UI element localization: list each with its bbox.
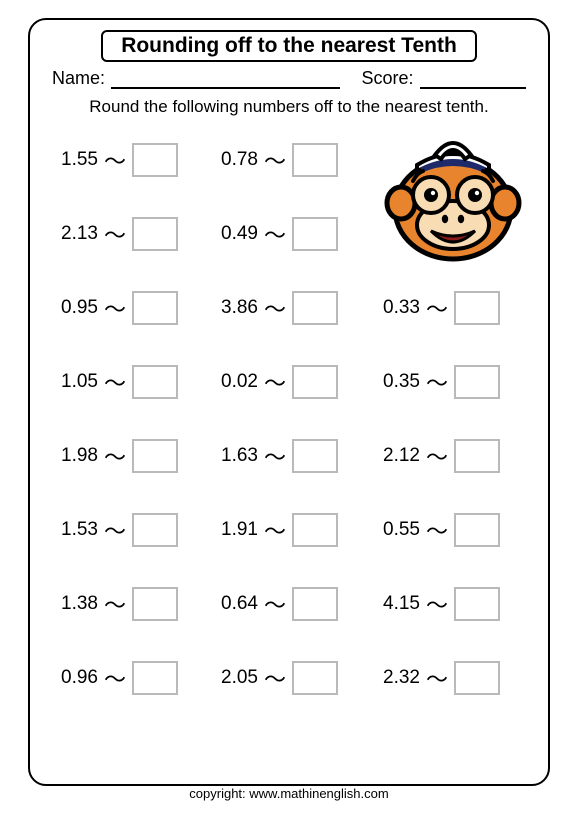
answer-box[interactable] xyxy=(132,217,178,251)
answer-box[interactable] xyxy=(292,513,338,547)
name-score-row: Name: Score: xyxy=(52,68,526,89)
copyright-text: copyright: www.mathinenglish.com xyxy=(28,786,550,801)
problem-number: 1.55 xyxy=(56,149,98,171)
problem: 0.96〜 xyxy=(56,661,178,695)
answer-box[interactable] xyxy=(454,439,500,473)
answer-box[interactable] xyxy=(292,291,338,325)
problem-number: 0.49 xyxy=(216,223,258,245)
problem: 1.91〜 xyxy=(216,513,338,547)
problem: 2.12〜 xyxy=(378,439,500,473)
problem-number: 1.53 xyxy=(56,519,98,541)
problem-number: 0.78 xyxy=(216,149,258,171)
problem-number: 1.91 xyxy=(216,519,258,541)
answer-box[interactable] xyxy=(454,365,500,399)
answer-box[interactable] xyxy=(132,365,178,399)
answer-box[interactable] xyxy=(454,291,500,325)
problem-number: 1.98 xyxy=(56,445,98,467)
problem: 1.63〜 xyxy=(216,439,338,473)
problem-number: 0.96 xyxy=(56,667,98,689)
problem: 0.02〜 xyxy=(216,365,338,399)
name-label: Name: xyxy=(52,68,105,89)
problem: 2.05〜 xyxy=(216,661,338,695)
problem: 2.13〜 xyxy=(56,217,178,251)
problem-number: 2.05 xyxy=(216,667,258,689)
title-text: Rounding off to the nearest Tenth xyxy=(121,34,457,57)
answer-box[interactable] xyxy=(132,439,178,473)
answer-box[interactable] xyxy=(292,365,338,399)
problem: 0.35〜 xyxy=(378,365,500,399)
problem-number: 0.35 xyxy=(378,371,420,393)
problem: 0.95〜 xyxy=(56,291,178,325)
problem-number: 1.38 xyxy=(56,593,98,615)
problem-number: 1.05 xyxy=(56,371,98,393)
answer-box[interactable] xyxy=(132,661,178,695)
answer-box[interactable] xyxy=(292,143,338,177)
answer-box[interactable] xyxy=(292,587,338,621)
answer-box[interactable] xyxy=(454,513,500,547)
problem-number: 0.33 xyxy=(378,297,420,319)
name-blank[interactable] xyxy=(111,69,340,89)
answer-box[interactable] xyxy=(132,513,178,547)
problem: 1.38〜 xyxy=(56,587,178,621)
worksheet-title: Rounding off to the nearest Tenth xyxy=(101,30,477,62)
problem: 2.32〜 xyxy=(378,661,500,695)
problem-number: 1.63 xyxy=(216,445,258,467)
worksheet-frame: Rounding off to the nearest Tenth Name: … xyxy=(28,18,550,786)
problem: 1.53〜 xyxy=(56,513,178,547)
answer-box[interactable] xyxy=(292,439,338,473)
problem-number: 0.64 xyxy=(216,593,258,615)
problem: 0.64〜 xyxy=(216,587,338,621)
problem: 3.86〜 xyxy=(216,291,338,325)
answer-box[interactable] xyxy=(454,587,500,621)
answer-box[interactable] xyxy=(292,217,338,251)
problem: 1.05〜 xyxy=(56,365,178,399)
problem: 1.55〜 xyxy=(56,143,178,177)
problem-number: 3.86 xyxy=(216,297,258,319)
score-label: Score: xyxy=(362,68,414,89)
problem-number: 2.12 xyxy=(378,445,420,467)
answer-box[interactable] xyxy=(132,143,178,177)
problem-grid: 1.55〜 0.78〜 2.13〜 0.49〜 0.95〜 3.86〜 0.33〜 1.05〜… xyxy=(48,131,530,731)
problem: 0.49〜 xyxy=(216,217,338,251)
problem-number: 0.55 xyxy=(378,519,420,541)
problem: 0.55〜 xyxy=(378,513,500,547)
problem-number: 2.32 xyxy=(378,667,420,689)
problem: 4.15〜 xyxy=(378,587,500,621)
answer-box[interactable] xyxy=(454,661,500,695)
answer-box[interactable] xyxy=(132,291,178,325)
score-blank[interactable] xyxy=(420,69,526,89)
answer-box[interactable] xyxy=(132,587,178,621)
problem-number: 0.95 xyxy=(56,297,98,319)
problem-number: 0.02 xyxy=(216,371,258,393)
answer-box[interactable] xyxy=(292,661,338,695)
problem-number: 4.15 xyxy=(378,593,420,615)
instruction-text: Round the following numbers off to the n… xyxy=(48,97,530,117)
problem-number: 2.13 xyxy=(56,223,98,245)
monkey-sailor-icon xyxy=(382,125,524,265)
problem: 0.33〜 xyxy=(378,291,500,325)
problem: 0.78〜 xyxy=(216,143,338,177)
problem: 1.98〜 xyxy=(56,439,178,473)
